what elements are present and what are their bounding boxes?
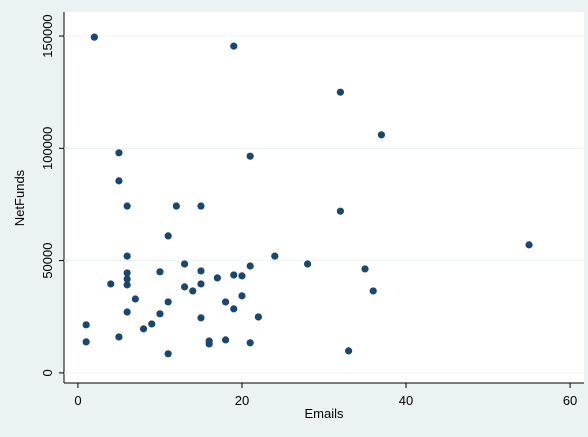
point bbox=[148, 320, 156, 328]
point bbox=[82, 338, 90, 346]
point bbox=[115, 333, 123, 341]
point bbox=[205, 340, 213, 348]
point bbox=[123, 202, 131, 210]
point bbox=[246, 262, 254, 270]
x-axis-label: Emails bbox=[304, 406, 344, 421]
point bbox=[336, 88, 345, 96]
point bbox=[131, 295, 139, 303]
x-tick-label: 20 bbox=[235, 393, 249, 408]
y-tick-label: 50000 bbox=[40, 243, 55, 279]
y-tick-label: 150000 bbox=[40, 14, 55, 57]
point bbox=[271, 252, 279, 260]
point bbox=[156, 310, 164, 318]
point bbox=[123, 275, 131, 283]
point bbox=[164, 298, 172, 306]
point bbox=[336, 207, 345, 215]
point bbox=[164, 350, 172, 358]
point bbox=[230, 42, 238, 50]
point bbox=[525, 241, 533, 249]
point bbox=[230, 305, 238, 313]
point bbox=[369, 287, 377, 295]
point bbox=[107, 280, 115, 288]
point bbox=[156, 268, 164, 276]
point bbox=[221, 298, 230, 306]
point bbox=[172, 202, 180, 210]
point bbox=[189, 287, 197, 295]
point bbox=[82, 321, 90, 329]
point bbox=[345, 347, 353, 355]
point bbox=[213, 274, 221, 282]
point bbox=[115, 149, 123, 157]
point bbox=[246, 339, 254, 347]
point bbox=[238, 292, 246, 300]
x-tick-label: 0 bbox=[74, 393, 81, 408]
point bbox=[246, 152, 254, 160]
point bbox=[180, 283, 189, 291]
point bbox=[377, 131, 386, 139]
point bbox=[164, 232, 172, 240]
point bbox=[180, 260, 189, 268]
y-axis-label: NetFunds bbox=[12, 169, 27, 226]
point bbox=[115, 177, 123, 185]
point bbox=[123, 308, 131, 316]
x-tick-label: 40 bbox=[399, 393, 413, 408]
point bbox=[238, 272, 246, 280]
point bbox=[221, 336, 230, 344]
x-tick-label: 60 bbox=[563, 393, 577, 408]
point bbox=[230, 271, 238, 279]
point bbox=[123, 252, 131, 260]
point bbox=[197, 202, 205, 210]
point bbox=[197, 280, 205, 288]
y-tick-label: 0 bbox=[40, 369, 55, 376]
point bbox=[123, 269, 131, 277]
point bbox=[197, 314, 205, 322]
point bbox=[197, 267, 205, 275]
point bbox=[361, 265, 369, 273]
point bbox=[139, 325, 148, 333]
y-tick-label: 100000 bbox=[40, 127, 55, 170]
point bbox=[303, 260, 312, 268]
point bbox=[254, 313, 262, 321]
point bbox=[123, 281, 131, 289]
point bbox=[90, 33, 98, 41]
